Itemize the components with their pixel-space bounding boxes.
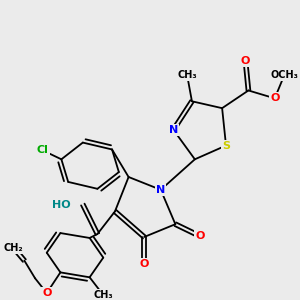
Text: O: O <box>195 231 204 241</box>
Text: OCH₃: OCH₃ <box>271 70 298 80</box>
Text: CH₃: CH₃ <box>94 290 113 300</box>
Text: O: O <box>140 259 149 269</box>
Text: N: N <box>156 185 165 195</box>
Text: HO: HO <box>52 200 70 209</box>
Text: O: O <box>42 288 51 298</box>
Text: O: O <box>270 93 279 103</box>
Text: O: O <box>241 56 250 66</box>
Text: N: N <box>169 125 178 135</box>
Text: S: S <box>222 140 230 151</box>
Text: Cl: Cl <box>37 146 49 155</box>
Text: CH₂: CH₂ <box>4 243 23 253</box>
Text: CH₃: CH₃ <box>177 70 197 80</box>
